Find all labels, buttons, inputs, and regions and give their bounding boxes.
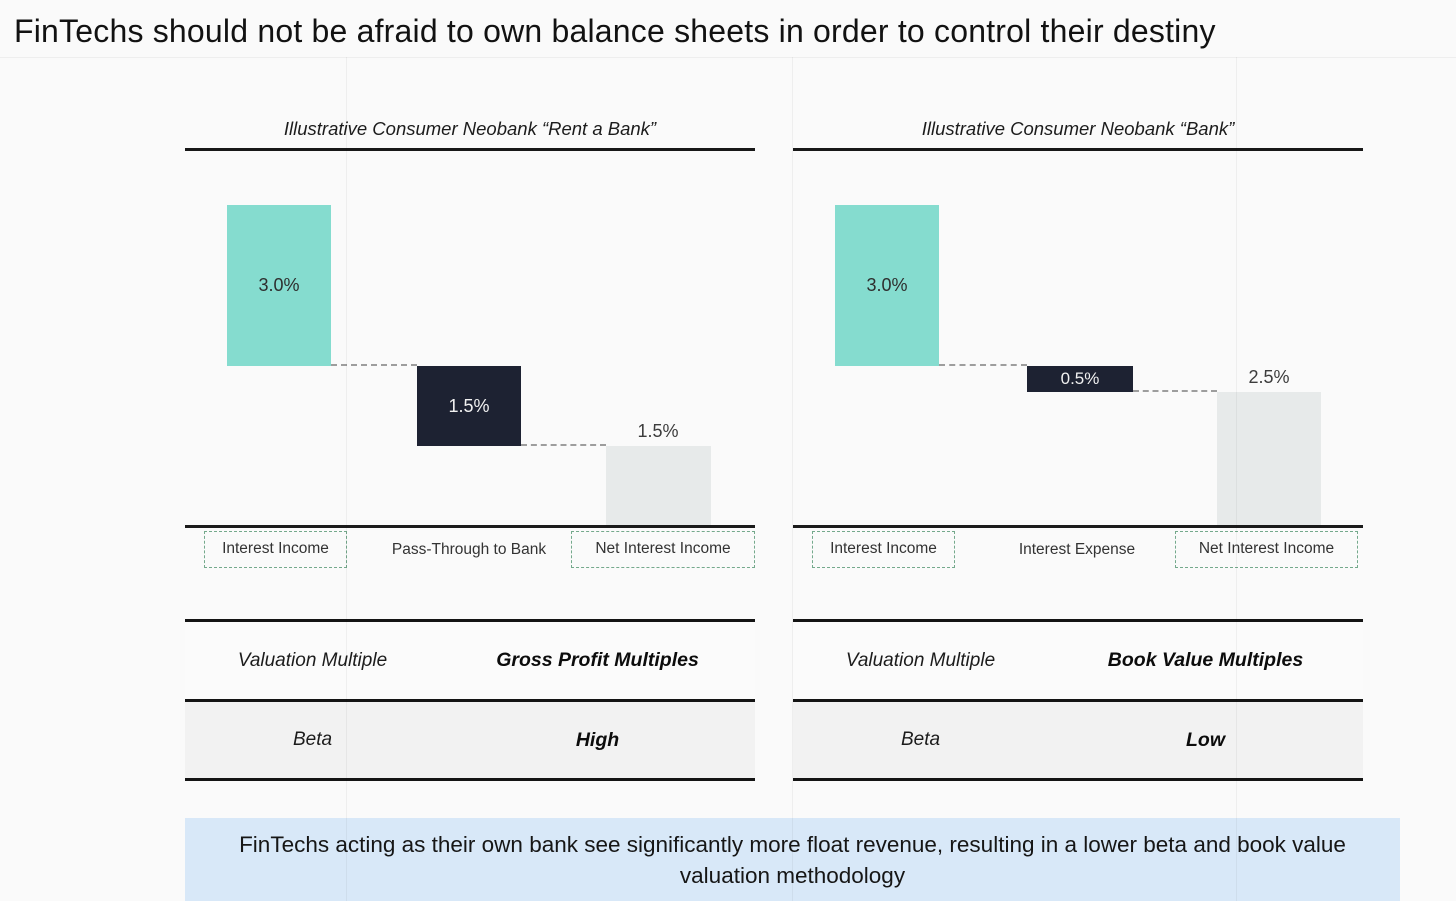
axis-baseline [793, 525, 1363, 528]
category-label-interest-income: Interest Income [812, 531, 955, 568]
table-rule [793, 619, 1363, 622]
table-row-value: Book Value Multiples [1107, 649, 1304, 671]
bar-value-label: 3.0% [258, 275, 300, 295]
takeaway-banner-text: FinTechs acting as their own bank see si… [239, 832, 1346, 888]
table-row-value: High [575, 728, 620, 751]
axis-baseline [185, 525, 755, 528]
panel-bank: Illustrative Consumer Neobank “Bank” 3.0… [793, 0, 1363, 901]
panel-rent-a-bank: Illustrative Consumer Neobank “Rent a Ba… [185, 0, 755, 901]
waterfall-connector [331, 364, 417, 366]
table-row-label: Beta [900, 729, 941, 750]
category-label-net-interest-income: Net Interest Income [1175, 531, 1358, 568]
table-rule [185, 699, 755, 702]
bar-value-label: 1.5% [448, 395, 490, 416]
table-row-value: Gross Profit Multiples [496, 649, 699, 671]
table-rule [793, 778, 1363, 781]
bar-interest-income: 3.0% [227, 205, 331, 366]
bar-pass-through-to-bank: 1.5% [417, 366, 521, 446]
table-row-value: Low [1186, 728, 1225, 751]
table-row-label: Valuation Multiple [845, 649, 996, 671]
category-label-interest-expense: Interest Expense [1018, 541, 1136, 558]
waterfall-connector [1133, 390, 1217, 392]
table-rule [793, 699, 1363, 702]
table-row-label: Valuation Multiple [237, 649, 388, 671]
panel-title: Illustrative Consumer Neobank “Bank” [921, 118, 1235, 139]
panel-title: Illustrative Consumer Neobank “Rent a Ba… [283, 118, 657, 139]
bar-net-interest-income [606, 446, 711, 527]
header-rule [185, 148, 755, 151]
bar-interest-income: 3.0% [835, 205, 939, 366]
bar-value-label: 0.5% [1060, 369, 1100, 388]
bar-value-label: 3.0% [866, 275, 908, 295]
table-rule [185, 778, 755, 781]
category-label-net-interest-income: Net Interest Income [571, 531, 755, 568]
table-row-valuation-multiple: Valuation Multiple Book Value Multiples [793, 622, 1363, 699]
table-row-valuation-multiple: Valuation Multiple Gross Profit Multiple… [185, 622, 755, 699]
table-row-beta: Beta Low [793, 702, 1363, 778]
waterfall-connector [521, 444, 606, 446]
category-label-pass-through-to-bank: Pass-Through to Bank [391, 541, 547, 558]
bar-net-interest-income [1217, 392, 1321, 527]
table-row-label: Beta [292, 729, 333, 750]
table-row-beta: Beta High [185, 702, 755, 778]
bar-value-label: 2.5% [1248, 367, 1290, 387]
bar-value-label: 1.5% [637, 421, 679, 441]
waterfall-connector [939, 364, 1027, 366]
page-title: FinTechs should not be afraid to own bal… [14, 13, 1216, 49]
bar-interest-expense: 0.5% [1027, 366, 1133, 392]
header-rule [793, 148, 1363, 151]
table-rule [185, 619, 755, 622]
category-label-interest-income: Interest Income [204, 531, 347, 568]
takeaway-banner: FinTechs acting as their own bank see si… [185, 818, 1400, 901]
